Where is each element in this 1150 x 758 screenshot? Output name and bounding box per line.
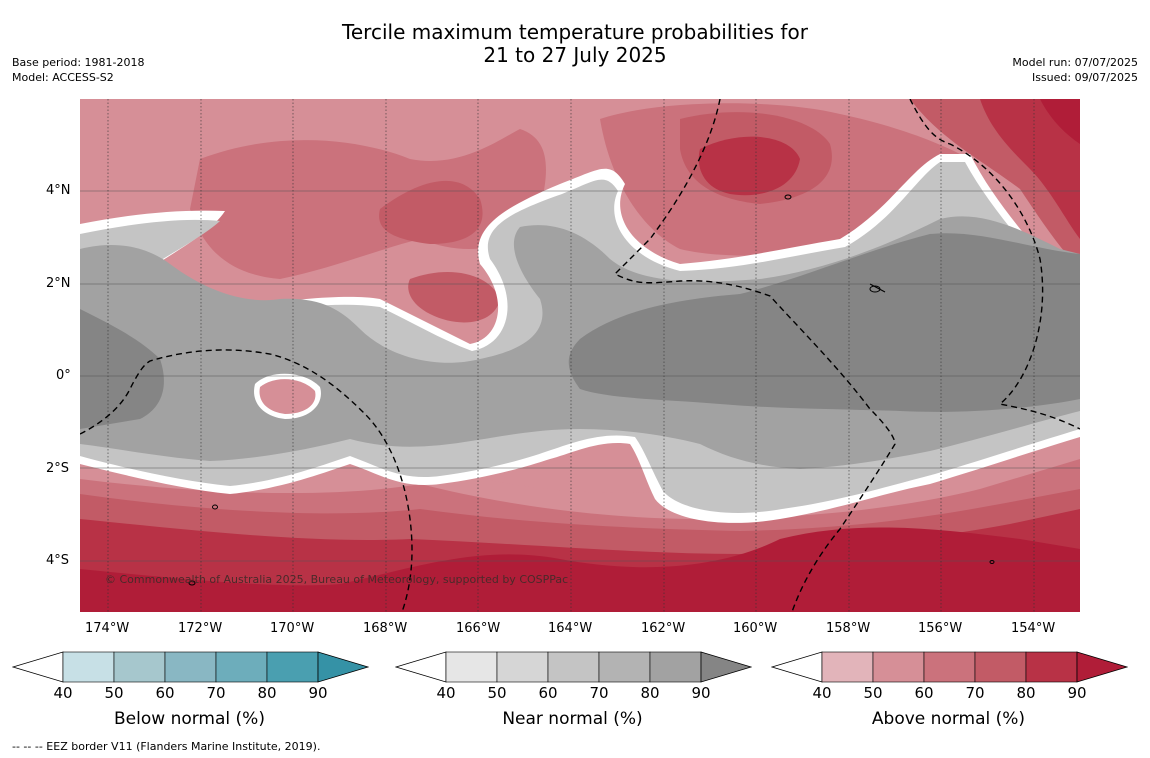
- colorbar-below-under-arrow: [12, 651, 64, 683]
- colorbar-near-tick-label: 60: [538, 684, 558, 702]
- eez-borders: [80, 99, 1080, 612]
- grid-lines: [80, 190, 1080, 562]
- meridian-lines: [107, 99, 1035, 612]
- near-normal-80-east: [568, 233, 1080, 412]
- colorbar-above-tick-label: 50: [863, 684, 883, 702]
- colorbar-near-segment: [649, 651, 702, 683]
- copyright-text: © Commonwealth of Australia 2025, Bureau…: [105, 573, 569, 586]
- colorbar-near-segment: [547, 651, 600, 683]
- colorbar-below-tick-label: 90: [308, 684, 328, 702]
- colorbar-near-segment: [445, 651, 498, 683]
- colorbar-below-segment: [62, 651, 115, 683]
- colorbar-below-over-arrow: [317, 651, 369, 683]
- lon-label-174w: 174°W: [85, 621, 130, 636]
- chart-title-line2: 21 to 27 July 2025: [483, 43, 667, 67]
- model-run-text: Model run: 07/07/2025: [1012, 56, 1138, 69]
- lon-label-160w: 160°W: [733, 621, 778, 636]
- colorbar-near-tick-label: 90: [691, 684, 711, 702]
- colorbar-above: [771, 651, 1128, 683]
- colorbar-above-tick-label: 60: [914, 684, 934, 702]
- colorbar-above-title: Above normal (%): [871, 709, 1026, 729]
- colorbar-near-title: Near normal (%): [502, 709, 643, 729]
- north-above-80-east: [698, 136, 800, 196]
- colorbar-above-segment: [821, 651, 874, 683]
- lon-label-156w: 156°W: [918, 621, 963, 636]
- lon-label-154w: 154°W: [1011, 621, 1056, 636]
- lon-label-166w: 166°W: [456, 621, 501, 636]
- colorbar-near-tick-label: 50: [487, 684, 507, 702]
- base-period-text: Base period: 1981-2018: [12, 56, 145, 69]
- north-above-70-west: [379, 180, 483, 244]
- colorbar-below-tick-label: 80: [257, 684, 277, 702]
- meta-left: Base period: 1981-2018 Model: ACCESS-S2: [12, 55, 144, 85]
- colorbar-above-over-arrow: [1076, 651, 1128, 683]
- model-text: Model: ACCESS-S2: [12, 71, 114, 84]
- colorbar-below-segment: [266, 651, 319, 683]
- colorbar-near-segment: [598, 651, 651, 683]
- pocket-above-50: [259, 379, 316, 414]
- colorbar-below-tick-label: 70: [206, 684, 226, 702]
- issued-text: Issued: 09/07/2025: [1031, 71, 1138, 84]
- colorbar-above-tick-label: 40: [812, 684, 832, 702]
- lon-label-164w: 164°W: [548, 621, 593, 636]
- ne-above-80: [980, 99, 1080, 239]
- colorbar-above-segment: [872, 651, 925, 683]
- colorbar-above-under-arrow: [771, 651, 823, 683]
- ne-above-90: [1040, 99, 1080, 144]
- colorbar-near: [395, 651, 752, 683]
- map-fill-layers: [80, 99, 1080, 612]
- lat-label-4n: 4°N: [46, 183, 71, 198]
- colorbar-above-tick-label: 90: [1067, 684, 1087, 702]
- colorbar-below-tick-label: 40: [53, 684, 73, 702]
- lat-label-2n: 2°N: [46, 276, 71, 291]
- colorbar-above-tick-label: 70: [965, 684, 985, 702]
- forecast-map: [80, 99, 1080, 612]
- colorbar-near-tick-label: 40: [436, 684, 456, 702]
- colorbar-near-under-arrow: [395, 651, 447, 683]
- colorbar-below-segment: [215, 651, 268, 683]
- lon-label-162w: 162°W: [641, 621, 686, 636]
- colorbar-near-segment: [496, 651, 549, 683]
- meta-right: Model run: 07/07/2025 Issued: 09/07/2025: [1012, 55, 1138, 85]
- colorbar-below: [12, 651, 369, 683]
- lat-label-4s: 4°S: [46, 553, 70, 568]
- colorbar-above-segment: [974, 651, 1027, 683]
- colorbar-near-over-arrow: [700, 651, 752, 683]
- north-above-60-west: [190, 129, 546, 279]
- colorbar-below-tick-label: 60: [155, 684, 175, 702]
- colorbar-below-segment: [164, 651, 217, 683]
- north-above-70-mid: [408, 271, 500, 323]
- colorbar-near-tick-label: 80: [640, 684, 660, 702]
- eez-footnote: -- -- -- EEZ border V11 (Flanders Marine…: [12, 740, 321, 753]
- lat-label-2s: 2°S: [46, 461, 70, 476]
- near-normal-80-west: [80, 309, 164, 429]
- lon-label-158w: 158°W: [826, 621, 871, 636]
- lon-label-170w: 170°W: [270, 621, 315, 636]
- lon-label-168w: 168°W: [363, 621, 408, 636]
- colorbar-above-segment: [923, 651, 976, 683]
- colorbar-below-segment: [113, 651, 166, 683]
- colorbar-above-segment: [1025, 651, 1078, 683]
- lat-label-0: 0°: [56, 368, 71, 383]
- lon-label-172w: 172°W: [178, 621, 223, 636]
- colorbar-below-tick-label: 50: [104, 684, 124, 702]
- colorbar-near-tick-label: 70: [589, 684, 609, 702]
- island-outlines: [188, 194, 995, 586]
- colorbar-below-title: Below normal (%): [114, 709, 265, 729]
- colorbar-above-tick-label: 80: [1016, 684, 1036, 702]
- south-above-90: [80, 527, 1080, 612]
- chart-title-line1: Tercile maximum temperature probabilitie…: [342, 20, 808, 44]
